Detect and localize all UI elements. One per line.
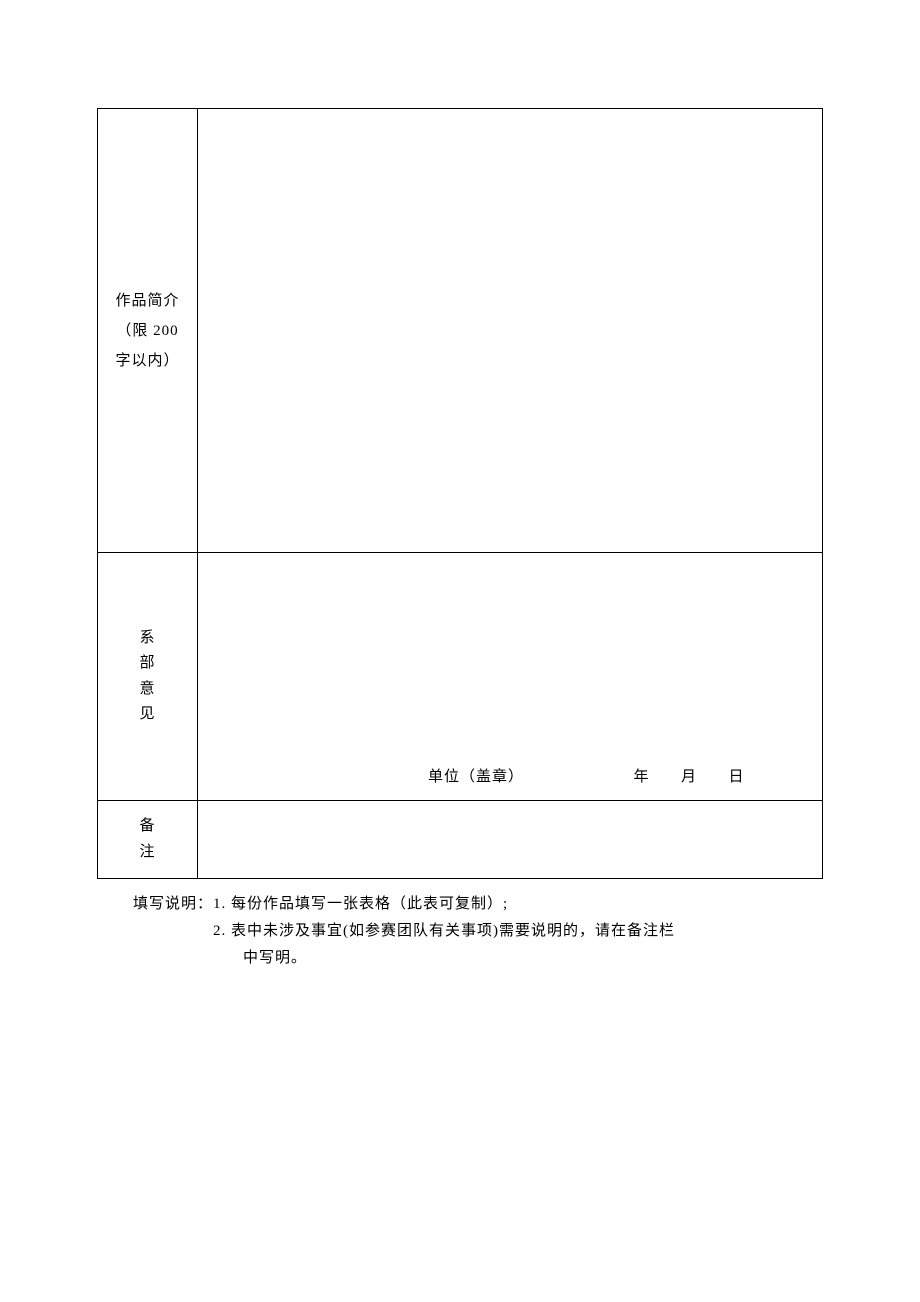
- label-department-opinion: 系 部 意 见: [98, 553, 198, 801]
- notes-row: 填写说明： 1. 每份作品填写一张表格（此表可复制）; 2. 表中未涉及事宜(如…: [133, 891, 823, 972]
- label-char: 注: [139, 840, 155, 866]
- vertical-label: 备 注: [102, 814, 193, 865]
- label-line: 字以内）: [102, 346, 193, 376]
- day-label: 日: [729, 765, 745, 786]
- label-char: 部: [139, 651, 155, 677]
- vertical-label: 系 部 意 见: [102, 626, 193, 728]
- month-label: 月: [681, 765, 697, 786]
- label-char: 系: [139, 626, 155, 652]
- label-line: 作品简介: [102, 286, 193, 316]
- unit-stamp-label: 单位（盖章）: [428, 765, 524, 786]
- year-label: 年: [634, 765, 650, 786]
- content-remark[interactable]: [198, 801, 823, 879]
- label-remark: 备 注: [98, 801, 198, 879]
- note-item-1: 1. 每份作品填写一张表格（此表可复制）;: [213, 891, 823, 918]
- label-char: 见: [139, 702, 155, 728]
- note-item-2: 2. 表中未涉及事宜(如参赛团队有关事项)需要说明的，请在备注栏: [213, 918, 823, 945]
- row-department-opinion: 系 部 意 见 单位（盖章） 年 月 日: [98, 553, 823, 801]
- signature-line: 单位（盖章） 年 月 日: [198, 765, 822, 786]
- label-char: 备: [139, 814, 155, 840]
- label-line: （限 200: [102, 316, 193, 346]
- note-item-2-continued: 中写明。: [213, 945, 823, 972]
- notes-body: 1. 每份作品填写一张表格（此表可复制）; 2. 表中未涉及事宜(如参赛团队有关…: [213, 891, 823, 972]
- content-work-intro[interactable]: [198, 109, 823, 553]
- notes-label: 填写说明：: [133, 891, 213, 918]
- row-remark: 备 注: [98, 801, 823, 879]
- label-char: 意: [139, 677, 155, 703]
- label-work-intro: 作品简介 （限 200 字以内）: [98, 109, 198, 553]
- row-work-intro: 作品简介 （限 200 字以内）: [98, 109, 823, 553]
- form-table: 作品简介 （限 200 字以内） 系 部 意 见 单位（盖章）: [97, 108, 823, 879]
- fill-instructions: 填写说明： 1. 每份作品填写一张表格（此表可复制）; 2. 表中未涉及事宜(如…: [97, 891, 823, 972]
- content-department-opinion[interactable]: 单位（盖章） 年 月 日: [198, 553, 823, 801]
